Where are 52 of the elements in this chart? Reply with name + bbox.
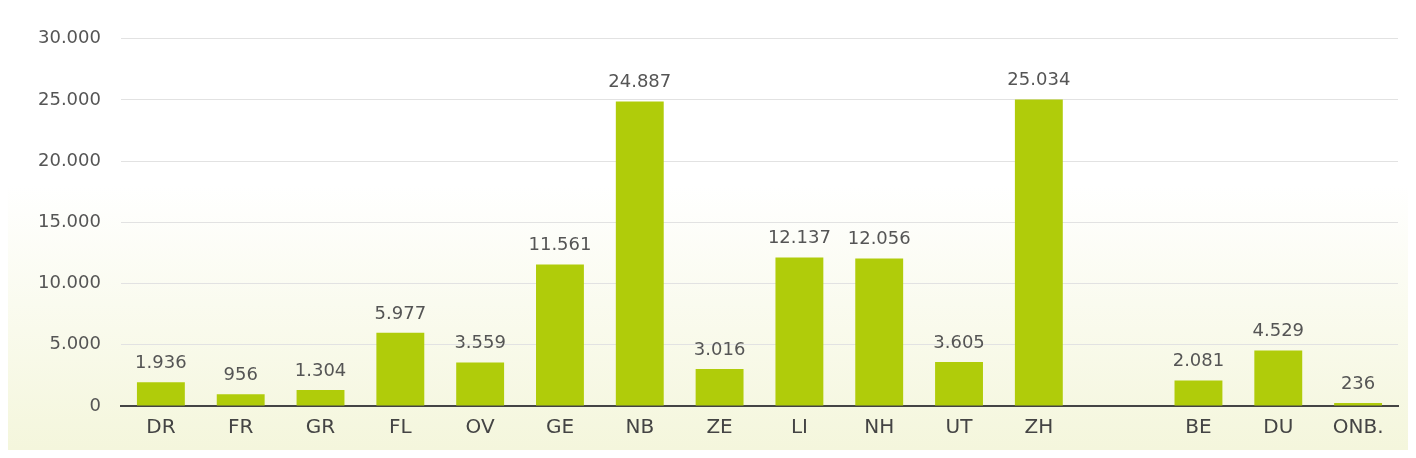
y-tick-label: 10.000 — [38, 271, 101, 293]
x-tick-label: ZE — [706, 414, 733, 439]
bar — [1174, 380, 1223, 406]
data-label: 5.977 — [374, 301, 427, 323]
x-tick-label: ONB. — [1332, 414, 1384, 439]
data-label: 3.605 — [933, 330, 985, 352]
y-tick-label: 0 — [89, 393, 101, 415]
x-tick-label: NH — [864, 414, 895, 439]
x-tick-label: DU — [1263, 414, 1294, 439]
x-tick-label: NB — [625, 414, 655, 439]
data-label: 2.081 — [1172, 349, 1225, 371]
bar — [615, 101, 664, 406]
bar — [136, 382, 185, 406]
bar — [1254, 350, 1303, 406]
bar — [935, 361, 983, 406]
bar — [775, 257, 824, 406]
data-label: 25.034 — [1007, 68, 1071, 90]
bar — [855, 258, 904, 406]
data-label: 1.936 — [135, 350, 187, 372]
x-tick-label: UT — [945, 414, 974, 439]
bar — [695, 369, 744, 406]
bar — [296, 390, 345, 406]
bar — [1334, 403, 1383, 406]
y-tick-label: 25.000 — [38, 87, 101, 109]
data-label: 11.561 — [528, 233, 592, 255]
bar — [216, 394, 265, 406]
x-tick-label: FL — [389, 414, 413, 439]
data-label: 3.559 — [454, 331, 506, 353]
bar — [376, 332, 425, 406]
data-label: 1.304 — [294, 358, 347, 380]
bar — [456, 362, 505, 406]
x-tick-label: BE — [1185, 414, 1212, 439]
x-tick-label: LI — [790, 414, 808, 439]
x-tick-label: GR — [305, 414, 336, 439]
data-label: 12.137 — [767, 226, 831, 248]
data-label: 236 — [1340, 371, 1376, 393]
x-tick-label: DR — [146, 414, 176, 439]
bar — [1014, 99, 1063, 406]
y-tick-label: 5.000 — [49, 332, 101, 354]
y-tick-label: 30.000 — [38, 26, 101, 48]
x-tick-label: OV — [465, 414, 495, 439]
data-label: 24.887 — [608, 70, 672, 92]
data-label: 3.016 — [693, 337, 746, 359]
data-label: 12.056 — [847, 227, 911, 249]
data-label: 4.529 — [1252, 319, 1305, 341]
data-label: 956 — [223, 362, 258, 384]
y-tick-label: 15.000 — [38, 210, 101, 232]
x-tick-label: ZH — [1024, 414, 1054, 439]
x-tick-label: GE — [545, 414, 575, 439]
bar — [536, 264, 584, 406]
x-tick-label: FR — [228, 414, 254, 439]
y-tick-label: 20.000 — [38, 148, 101, 170]
